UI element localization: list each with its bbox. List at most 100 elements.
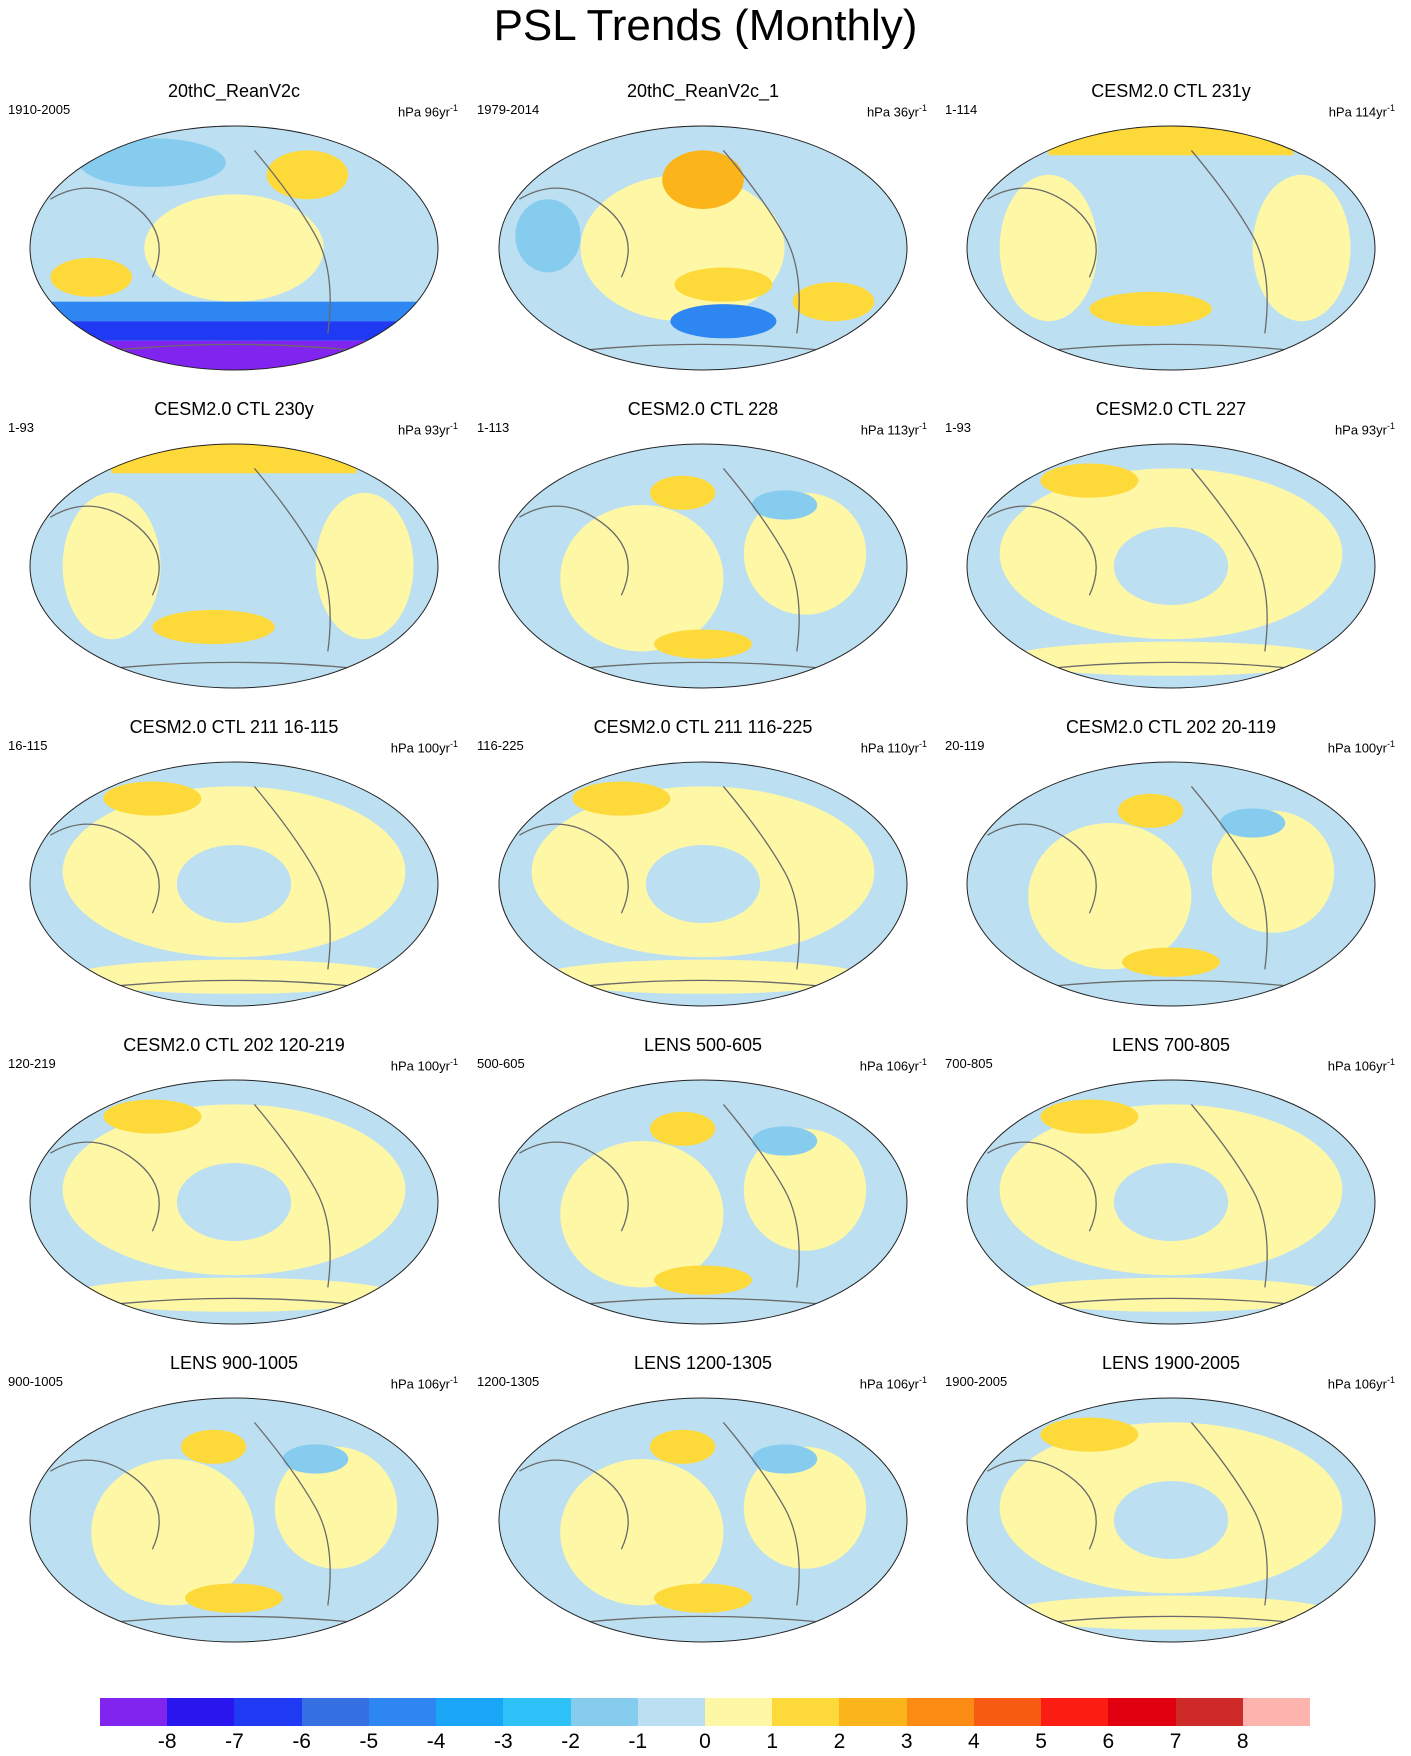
trend-region [539,959,867,994]
panel-unit-label: hPa 106yr-1 [1328,1372,1395,1392]
panel-period-label: 1200-1305 [477,1374,540,1389]
coastline [580,343,826,352]
panel-period-label: 1-93 [945,420,972,435]
panel-unit-label: hPa 114yr-1 [1329,100,1395,120]
coastline [987,1459,1097,1550]
panel-unit-exponent: -1 [1386,739,1395,749]
trend-region [743,1446,867,1569]
map-border [966,125,1376,371]
coastline [1190,149,1268,334]
trend-region [1211,810,1335,933]
panel-unit-text: hPa 106yr [1327,1376,1387,1392]
map-border [29,125,439,371]
panel-title: LENS 1200-1305 [633,1353,773,1373]
trend-region [654,629,752,659]
panel-title: CESM2.0 CTL 211 116-225 [593,717,813,737]
map-panel: LENS 1200-1305 1200-1305 hPa 106yr-1 [469,1352,937,1672]
colorbar-swatch [570,1698,639,1726]
coastline [50,1459,160,1550]
coastline [1190,1421,1268,1606]
map-panel: CESM2.0 CTL 211 116-225 116-225 hPa 110yr-… [469,716,937,1036]
trend-region [1028,823,1192,970]
colorbar-tick-label: -7 [225,1730,244,1753]
coastline [722,149,800,334]
trend-region [30,301,438,322]
panel-unit-label: hPa 100yr-1 [391,736,458,756]
trend-region [649,1429,716,1464]
panel-unit-label: hPa 110yr-1 [861,736,927,756]
map-panel: 20thC_ReanV2c_1 1979-2014 hPa 36yr-1 [469,80,937,400]
world-map [498,761,908,1007]
coastline [253,1421,331,1606]
world-map [29,443,439,689]
coastline [1048,343,1294,352]
colorbar-legend: -8 -7 -6 -5 -4 -3 -2 -1 0 1 2 3 4 5 6 7 8 [100,1698,1311,1756]
panel-title: CESM2.0 CTL 202 120-219 [123,1035,345,1055]
panel-period-label: 1979-2014 [477,102,540,117]
trend-region [560,1459,724,1606]
panel-title: LENS 500-605 [643,1035,763,1055]
coastline [722,467,800,652]
trend-region [1007,641,1335,676]
trend-region [751,1126,818,1156]
trend-region [1040,1417,1139,1452]
world-map [966,761,1376,1007]
coastline [987,1141,1097,1232]
colorbar-swatch [1041,1698,1109,1726]
trend-region [743,492,867,615]
map-panel: LENS 700-805 700-805 hPa 106yr-1 [937,1034,1405,1354]
map-border [966,443,1376,689]
panel-unit-exponent: -1 [1386,103,1395,113]
coastline [722,785,800,970]
panel-title: LENS 700-805 [1111,1035,1231,1055]
coastline [253,467,331,652]
colorbar-swatch [772,1698,840,1726]
world-map [29,125,439,371]
colorbar-swatch [301,1698,370,1726]
panel-unit-label: hPa 93yr-1 [398,418,458,438]
coastline [1048,661,1294,670]
figure-title: PSL Trends (Monthly) [493,1,918,50]
trend-region [751,490,818,520]
colorbar-swatch [167,1698,235,1726]
coastline [987,823,1097,914]
world-map [498,1079,908,1325]
trend-region [560,1141,724,1288]
trend-region [70,959,398,994]
colorbar-swatch [839,1698,908,1726]
panel-unit-exponent: -1 [1386,1057,1395,1067]
trend-region [751,1444,818,1474]
map-panel: CESM2.0 CTL 228 1-113 hPa 113yr-1 [469,398,937,718]
map-border [498,443,908,689]
colorbar-tick-label: 1 [766,1730,779,1753]
colorbar-tick-label: 0 [699,1730,711,1753]
panel-unit-label: hPa 100yr-1 [391,1054,458,1074]
map-panel: LENS 1900-2005 1900-2005 hPa 106yr-1 [937,1352,1405,1672]
colorbar-swatch [906,1698,975,1726]
panel-title: CESM2.0 CTL 202 20-119 [1065,717,1277,737]
trend-region [649,1111,716,1146]
map-border [29,1397,439,1643]
panel-unit-exponent: -1 [1386,421,1395,431]
coastline [580,661,826,670]
panel-unit-text: hPa 106yr [859,1058,919,1074]
colorbar-tick-label: -3 [493,1730,513,1753]
coastline [519,1459,629,1550]
coastline [50,187,160,278]
map-panel: LENS 900-1005 900-1005 hPa 106yr-1 [0,1352,468,1672]
colorbar-swatch [1242,1698,1311,1726]
colorbar-tick-label: 5 [1035,1730,1047,1753]
panel-unit-exponent: -1 [449,739,458,749]
colorbar-tick-label: -5 [359,1730,379,1753]
panel-title: LENS 1900-2005 [1101,1353,1241,1373]
world-map [966,125,1376,371]
trend-region [1219,808,1286,838]
panel-period-label: 1-93 [8,420,35,435]
trend-region [662,150,744,209]
map-panel: CESM2.0 CTL 231y 1-114 hPa 114yr-1 [937,80,1405,400]
trend-region [1117,793,1184,828]
trend-region [185,1583,283,1613]
panel-unit-text: hPa 93yr [397,422,450,438]
colorbar-tick-label: 6 [1102,1730,1115,1753]
panel-unit-label: hPa 113yr-1 [861,418,927,438]
